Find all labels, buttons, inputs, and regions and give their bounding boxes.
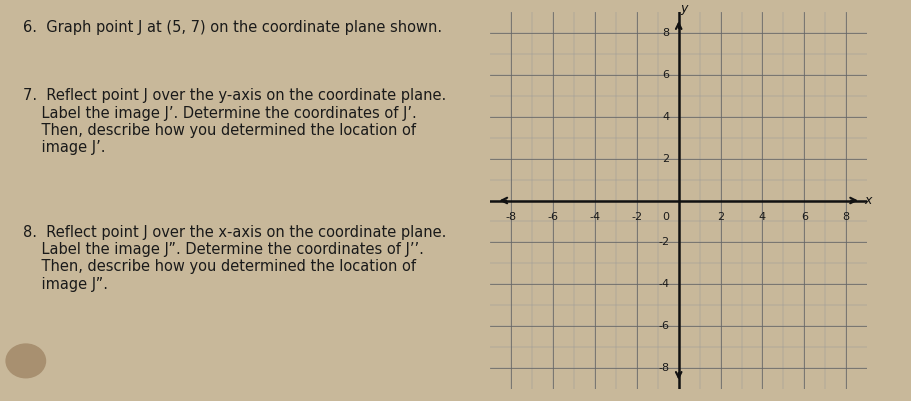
- Text: 4: 4: [662, 112, 670, 122]
- Text: 4: 4: [759, 212, 766, 222]
- Text: 8.  Reflect point J over the x-axis on the coordinate plane.
    Label the image: 8. Reflect point J over the x-axis on th…: [24, 225, 446, 292]
- Text: 6: 6: [662, 70, 670, 80]
- Text: 2: 2: [662, 154, 670, 164]
- Text: -8: -8: [658, 363, 670, 373]
- Text: -2: -2: [658, 237, 670, 247]
- Text: 0: 0: [662, 212, 670, 222]
- Text: -6: -6: [659, 321, 670, 331]
- Text: 6.  Graph point J at (5, 7) on the coordinate plane shown.: 6. Graph point J at (5, 7) on the coordi…: [24, 20, 443, 35]
- Text: 6: 6: [801, 212, 808, 222]
- Text: -6: -6: [548, 212, 558, 222]
- Text: -8: -8: [506, 212, 517, 222]
- Text: -4: -4: [589, 212, 600, 222]
- Text: 7.  Reflect point J over the y-axis on the coordinate plane.
    Label the image: 7. Reflect point J over the y-axis on th…: [24, 88, 446, 156]
- Text: 2: 2: [717, 212, 724, 222]
- Text: -4: -4: [658, 279, 670, 289]
- Text: 8: 8: [843, 212, 850, 222]
- Text: x: x: [864, 194, 872, 207]
- Circle shape: [6, 344, 46, 378]
- Text: -2: -2: [631, 212, 642, 222]
- Text: y: y: [681, 2, 688, 15]
- Text: 8: 8: [662, 28, 670, 38]
